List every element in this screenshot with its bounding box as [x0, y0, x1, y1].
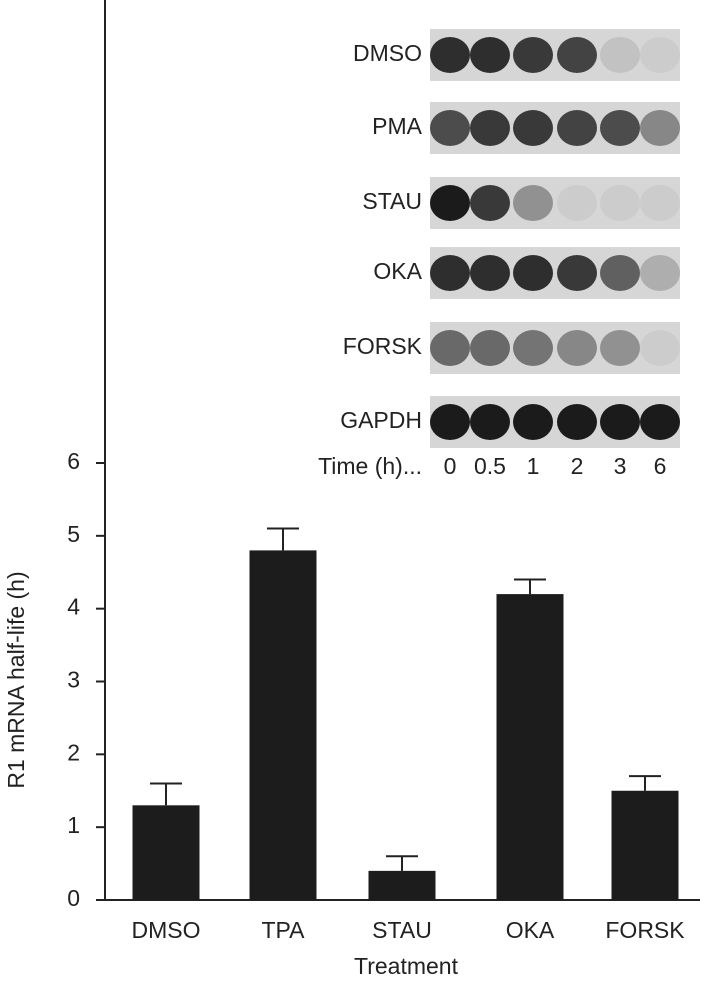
bar: [132, 805, 200, 900]
bar: [368, 870, 436, 900]
blot-band: [557, 37, 597, 73]
blot-band: [557, 404, 597, 440]
x-tick-label: TPA: [261, 917, 305, 943]
blot-band: [600, 37, 640, 73]
y-tick-label: 1: [67, 812, 80, 838]
blot-band: [557, 110, 597, 146]
y-tick-label: 2: [67, 739, 80, 765]
x-tick-label: DMSO: [132, 917, 201, 943]
y-tick-label: 0: [67, 885, 80, 911]
x-tick-label: FORSK: [605, 917, 685, 943]
blot-band: [430, 404, 470, 440]
bar: [496, 594, 564, 900]
blot-band: [640, 330, 680, 366]
blot-band: [513, 185, 553, 221]
blot-band: [557, 330, 597, 366]
blot-band: [640, 404, 680, 440]
x-axis-label: Treatment: [354, 953, 459, 979]
blot-band: [640, 185, 680, 221]
blot-band: [600, 404, 640, 440]
lane-label: DMSO: [353, 40, 422, 66]
lane-label: FORSK: [343, 333, 423, 359]
blot-band: [513, 37, 553, 73]
blot-band: [513, 255, 553, 291]
time-point: 6: [654, 453, 667, 479]
blot-band: [430, 37, 470, 73]
blot-band: [430, 110, 470, 146]
blot-band: [470, 255, 510, 291]
blot-band: [640, 255, 680, 291]
blot-band: [470, 330, 510, 366]
blot-band: [600, 185, 640, 221]
y-tick-label: 4: [67, 594, 80, 620]
y-tick-label: 5: [67, 521, 80, 547]
x-tick-label: OKA: [506, 917, 555, 943]
lane-label: GAPDH: [340, 407, 422, 433]
bar: [249, 550, 317, 900]
time-label: Time (h)...: [318, 453, 422, 479]
blot-band: [557, 185, 597, 221]
blot-band: [513, 110, 553, 146]
time-point: 1: [527, 453, 540, 479]
y-axis-label: R1 mRNA half-life (h): [3, 571, 29, 788]
blot-band: [470, 404, 510, 440]
blot-band: [470, 185, 510, 221]
blot-band: [470, 37, 510, 73]
blot-band: [513, 404, 553, 440]
blot-band: [600, 255, 640, 291]
blot-band: [430, 330, 470, 366]
time-point: 0.5: [474, 453, 506, 479]
blot-band: [600, 330, 640, 366]
y-tick-label: 3: [67, 667, 80, 693]
y-tick-label: 6: [67, 448, 80, 474]
x-tick-label: STAU: [372, 917, 432, 943]
blot-band: [640, 37, 680, 73]
blot-band: [470, 110, 510, 146]
time-point: 3: [614, 453, 627, 479]
lane-label: STAU: [362, 188, 422, 214]
blot-band: [557, 255, 597, 291]
lane-label: OKA: [373, 258, 422, 284]
blot-band: [513, 330, 553, 366]
blot-band: [430, 185, 470, 221]
bar: [611, 790, 679, 900]
blot-band: [430, 255, 470, 291]
time-point: 2: [571, 453, 584, 479]
time-point: 0: [444, 453, 457, 479]
blot-band: [640, 110, 680, 146]
lane-label: PMA: [372, 113, 423, 139]
blot-band: [600, 110, 640, 146]
